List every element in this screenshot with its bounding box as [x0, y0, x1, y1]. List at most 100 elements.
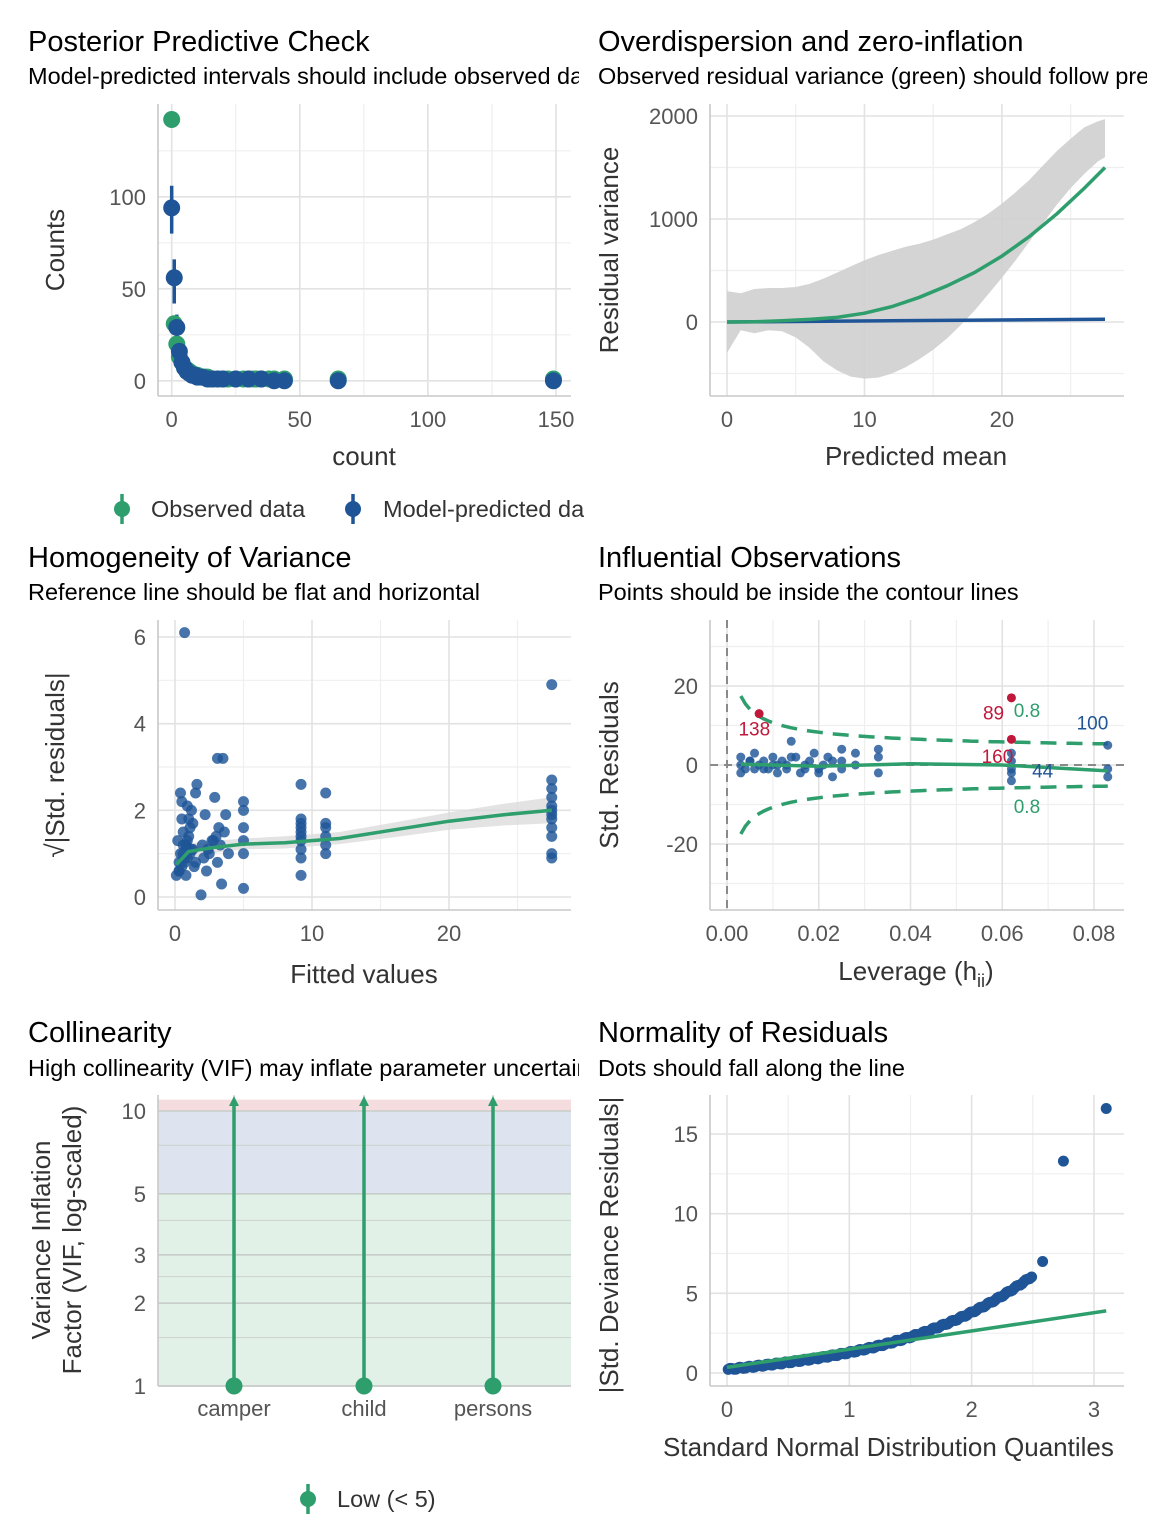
- io-point: [750, 748, 760, 758]
- ppc-x-tick-label: 0: [166, 407, 178, 432]
- ppc-y-tick-label: 50: [122, 277, 146, 302]
- od-subtitle: Observed residual variance (green) shoul…: [598, 63, 1152, 89]
- io-flagged-point: [1006, 693, 1016, 703]
- hv-point: [546, 813, 558, 825]
- vif-legend: Low (< 5): [300, 1484, 436, 1514]
- io-header: Influential Observations Points should be…: [598, 542, 1019, 605]
- od-y-axis-label: Residual variance: [594, 147, 624, 354]
- io-x-tick-label: 0.02: [797, 921, 840, 946]
- io-point: [1006, 748, 1016, 758]
- hv-point: [190, 856, 202, 868]
- io-point: [1103, 740, 1113, 750]
- ppc-predicted-point: [165, 269, 183, 287]
- legend-label-low: Low (< 5): [337, 1486, 436, 1512]
- hv-point: [546, 852, 558, 864]
- qq-y-tick-label: 5: [686, 1281, 698, 1306]
- qq-title: Normality of Residuals: [598, 1017, 888, 1049]
- qq-x-tick-label: 1: [843, 1397, 855, 1422]
- ppc-y-axis-label: Counts: [40, 209, 70, 291]
- od-y-tick-label: 1000: [649, 207, 698, 232]
- io-y-axis-label: Std. Residuals: [594, 681, 624, 849]
- hv-point: [295, 869, 307, 881]
- io-contour-lower: [739, 784, 1108, 835]
- hv-point: [295, 778, 307, 790]
- ppc-legend: Observed data Model-predicted data: [114, 494, 584, 524]
- hv-title: Homogeneity of Variance: [28, 542, 351, 574]
- ppc-x-tick-label: 50: [288, 407, 312, 432]
- ppc-predicted-point: [227, 370, 245, 388]
- ppc-y-tick-label: 0: [134, 369, 146, 394]
- od-y-tick-label: 0: [686, 310, 698, 335]
- hv-point: [546, 791, 558, 803]
- hv-point: [222, 848, 234, 860]
- ppc-predicted-point: [252, 370, 270, 388]
- vif-point-child: [355, 1377, 373, 1395]
- io-y-tick-label: 20: [674, 674, 698, 699]
- io-title: Influential Observations: [598, 542, 901, 574]
- ppc-y-tick-label: 100: [109, 185, 146, 210]
- ppc-x-axis-label: count: [332, 441, 396, 471]
- ppc-title: Posterior Predictive Check: [28, 26, 370, 58]
- hv-point: [546, 783, 558, 795]
- hv-smooth-band: [176, 797, 552, 878]
- hv-smooth-line: [175, 808, 552, 866]
- legend-key-observed: [114, 501, 130, 517]
- vif-y-tick-label: 1: [134, 1374, 146, 1399]
- legend-key-predicted: [345, 501, 361, 517]
- ppc-predicted-point: [214, 370, 232, 388]
- vif-arrow-persons: [488, 1096, 498, 1106]
- qq-point: [1026, 1271, 1038, 1283]
- od-header: Overdispersion and zero-inflation Observe…: [598, 26, 1152, 89]
- io-point: [759, 764, 769, 774]
- hv-x-tick-label: 10: [300, 921, 324, 946]
- hv-point: [320, 839, 332, 851]
- io-contour-upper: [739, 695, 1108, 746]
- hv-y-axis-label-group: √|Std. residuals|: [40, 672, 70, 857]
- hv-point: [238, 848, 249, 860]
- ppc-predicted-point: [168, 318, 186, 336]
- qq-reference-line: [726, 1309, 1107, 1370]
- hv-point: [180, 839, 192, 851]
- od-x-tick-label: 0: [721, 407, 733, 432]
- io-point-label: 160: [982, 747, 1014, 768]
- qq-y-tick-label: 0: [686, 1361, 698, 1386]
- od-y-tick-label: 2000: [649, 104, 698, 129]
- hv-point: [209, 791, 221, 803]
- qq-outlier-point: [1100, 1103, 1112, 1115]
- io-point-label: 44: [1032, 762, 1054, 783]
- hv-point: [211, 856, 223, 868]
- io-point-label: 138: [738, 719, 770, 740]
- vif-x-tick-label: camper: [197, 1396, 270, 1421]
- qq-subtitle: Dots should fall along the line: [598, 1055, 905, 1081]
- vif-y-tick-label: 5: [134, 1182, 146, 1207]
- io-point: [786, 736, 796, 746]
- hv-point: [238, 822, 249, 834]
- hv-point: [198, 852, 210, 864]
- hv-point: [238, 804, 249, 816]
- io-point: [805, 756, 815, 766]
- hv-point: [220, 809, 232, 821]
- io-x-tick-label: 0.04: [889, 921, 932, 946]
- vif-point-persons: [484, 1377, 502, 1395]
- hv-y-tick-label: 4: [134, 712, 146, 737]
- io-x-axis-label-main: Leverage (h: [838, 956, 977, 986]
- io-y-tick-label: -20: [666, 832, 698, 857]
- hv-header: Homogeneity of Variance Reference line sh…: [28, 542, 480, 605]
- hv-point: [173, 865, 185, 877]
- hv-point: [320, 848, 332, 860]
- hv-point: [179, 627, 191, 639]
- hv-x-tick-label: 20: [437, 921, 461, 946]
- vif-x-tick-label: child: [341, 1396, 386, 1421]
- qq-y-axis-label: |Std. Deviance Residuals|: [594, 1097, 624, 1394]
- io-x-axis-label-sub: ii: [977, 971, 985, 991]
- hv-point: [218, 826, 230, 838]
- io-flagged-point: [1006, 734, 1016, 744]
- od-title: Overdispersion and zero-inflation: [598, 26, 1024, 58]
- hv-subtitle: Reference line should be flat and horizo…: [28, 579, 480, 605]
- io-point: [873, 768, 883, 778]
- hv-point: [546, 774, 558, 786]
- io-point: [873, 752, 883, 762]
- qq-header: Normality of Residuals Dots should fall a…: [598, 1017, 905, 1081]
- hv-point: [190, 787, 202, 799]
